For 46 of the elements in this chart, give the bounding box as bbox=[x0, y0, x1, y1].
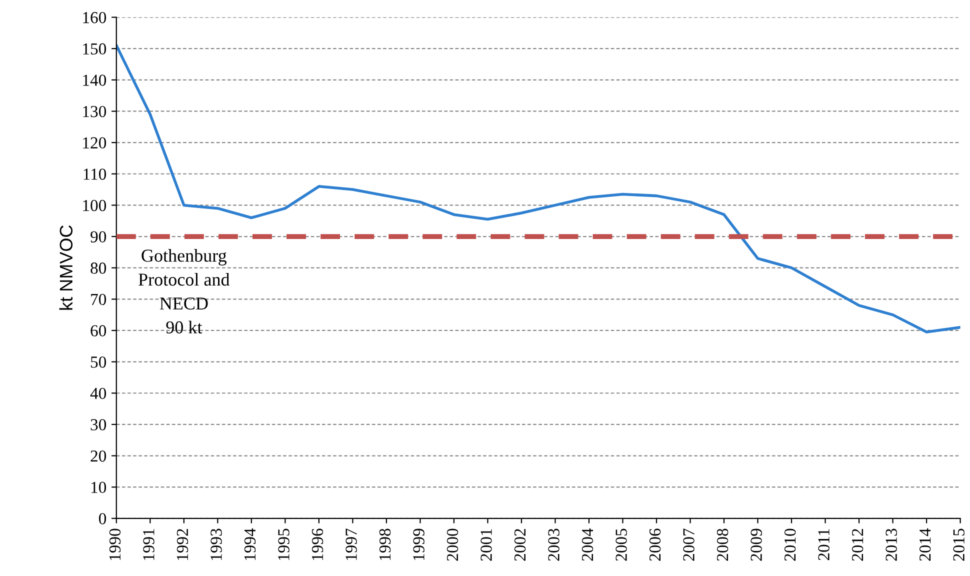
y-tick-label: 90 bbox=[90, 231, 106, 242]
y-tick-label: 20 bbox=[90, 450, 106, 462]
x-tick-label: 1996 bbox=[312, 528, 324, 560]
x-tick-label: 1995 bbox=[278, 528, 290, 560]
x-tick-label: 2007 bbox=[683, 528, 694, 561]
x-tick-label: 1994 bbox=[244, 528, 256, 560]
line-series bbox=[116, 44, 960, 334]
x-tick-label: 2004 bbox=[582, 528, 594, 561]
x-tick-label: 2001 bbox=[480, 529, 492, 561]
y-tick-label: 130 bbox=[83, 106, 106, 118]
y-tick-label: 0 bbox=[98, 513, 106, 524]
y-tick-label: 110 bbox=[84, 168, 106, 180]
x-tick-label: 2009 bbox=[750, 528, 762, 561]
x-tick-label: 2015 bbox=[953, 528, 964, 561]
x-tick-label: 2005 bbox=[616, 528, 627, 561]
x-tick-label: 2006 bbox=[649, 528, 661, 561]
y-tick-label: 80 bbox=[90, 262, 106, 274]
x-tick-label: 2010 bbox=[784, 528, 796, 561]
x-tick-label: 1992 bbox=[176, 529, 188, 560]
x-tick-label: 2013 bbox=[886, 528, 897, 561]
y-tick-label: 50 bbox=[90, 356, 106, 368]
x-tick-label: 2012 bbox=[852, 529, 864, 561]
y-tick-label: 140 bbox=[83, 74, 106, 86]
y-tick-label: 100 bbox=[83, 200, 106, 212]
y-axis-title: kt NMVOC bbox=[59, 225, 73, 310]
x-tick-label: 1993 bbox=[210, 528, 222, 560]
y-tick-label: 40 bbox=[90, 388, 106, 400]
x-tick-label: 1998 bbox=[379, 528, 391, 560]
x-tick-label: 2011 bbox=[818, 529, 830, 560]
y-tick-label: 70 bbox=[91, 294, 106, 306]
y-tick-label: 30 bbox=[90, 419, 106, 430]
x-tick-label: 2014 bbox=[919, 528, 931, 561]
y-tick-label: 150 bbox=[83, 43, 106, 55]
y-tick-label: 60 bbox=[90, 325, 106, 336]
ref-line-label: Gothenburg Protocol and NECD 90 kt bbox=[138, 249, 230, 334]
y-tick-label: 160 bbox=[83, 12, 106, 24]
x-tick-label: 1990 bbox=[109, 528, 121, 560]
x-tick-label: 2002 bbox=[514, 529, 526, 561]
x-tick-label: 1991 bbox=[143, 529, 154, 560]
y-tick-label: 10 bbox=[91, 482, 106, 494]
x-tick-label: 1999 bbox=[413, 528, 424, 560]
y-tick-label: 120 bbox=[83, 137, 106, 149]
x-tick-label: 2008 bbox=[716, 528, 728, 561]
x-tick-label: 1997 bbox=[346, 528, 357, 560]
x-tick-label: 2003 bbox=[548, 528, 560, 561]
x-tick-label: 2000 bbox=[446, 528, 458, 561]
